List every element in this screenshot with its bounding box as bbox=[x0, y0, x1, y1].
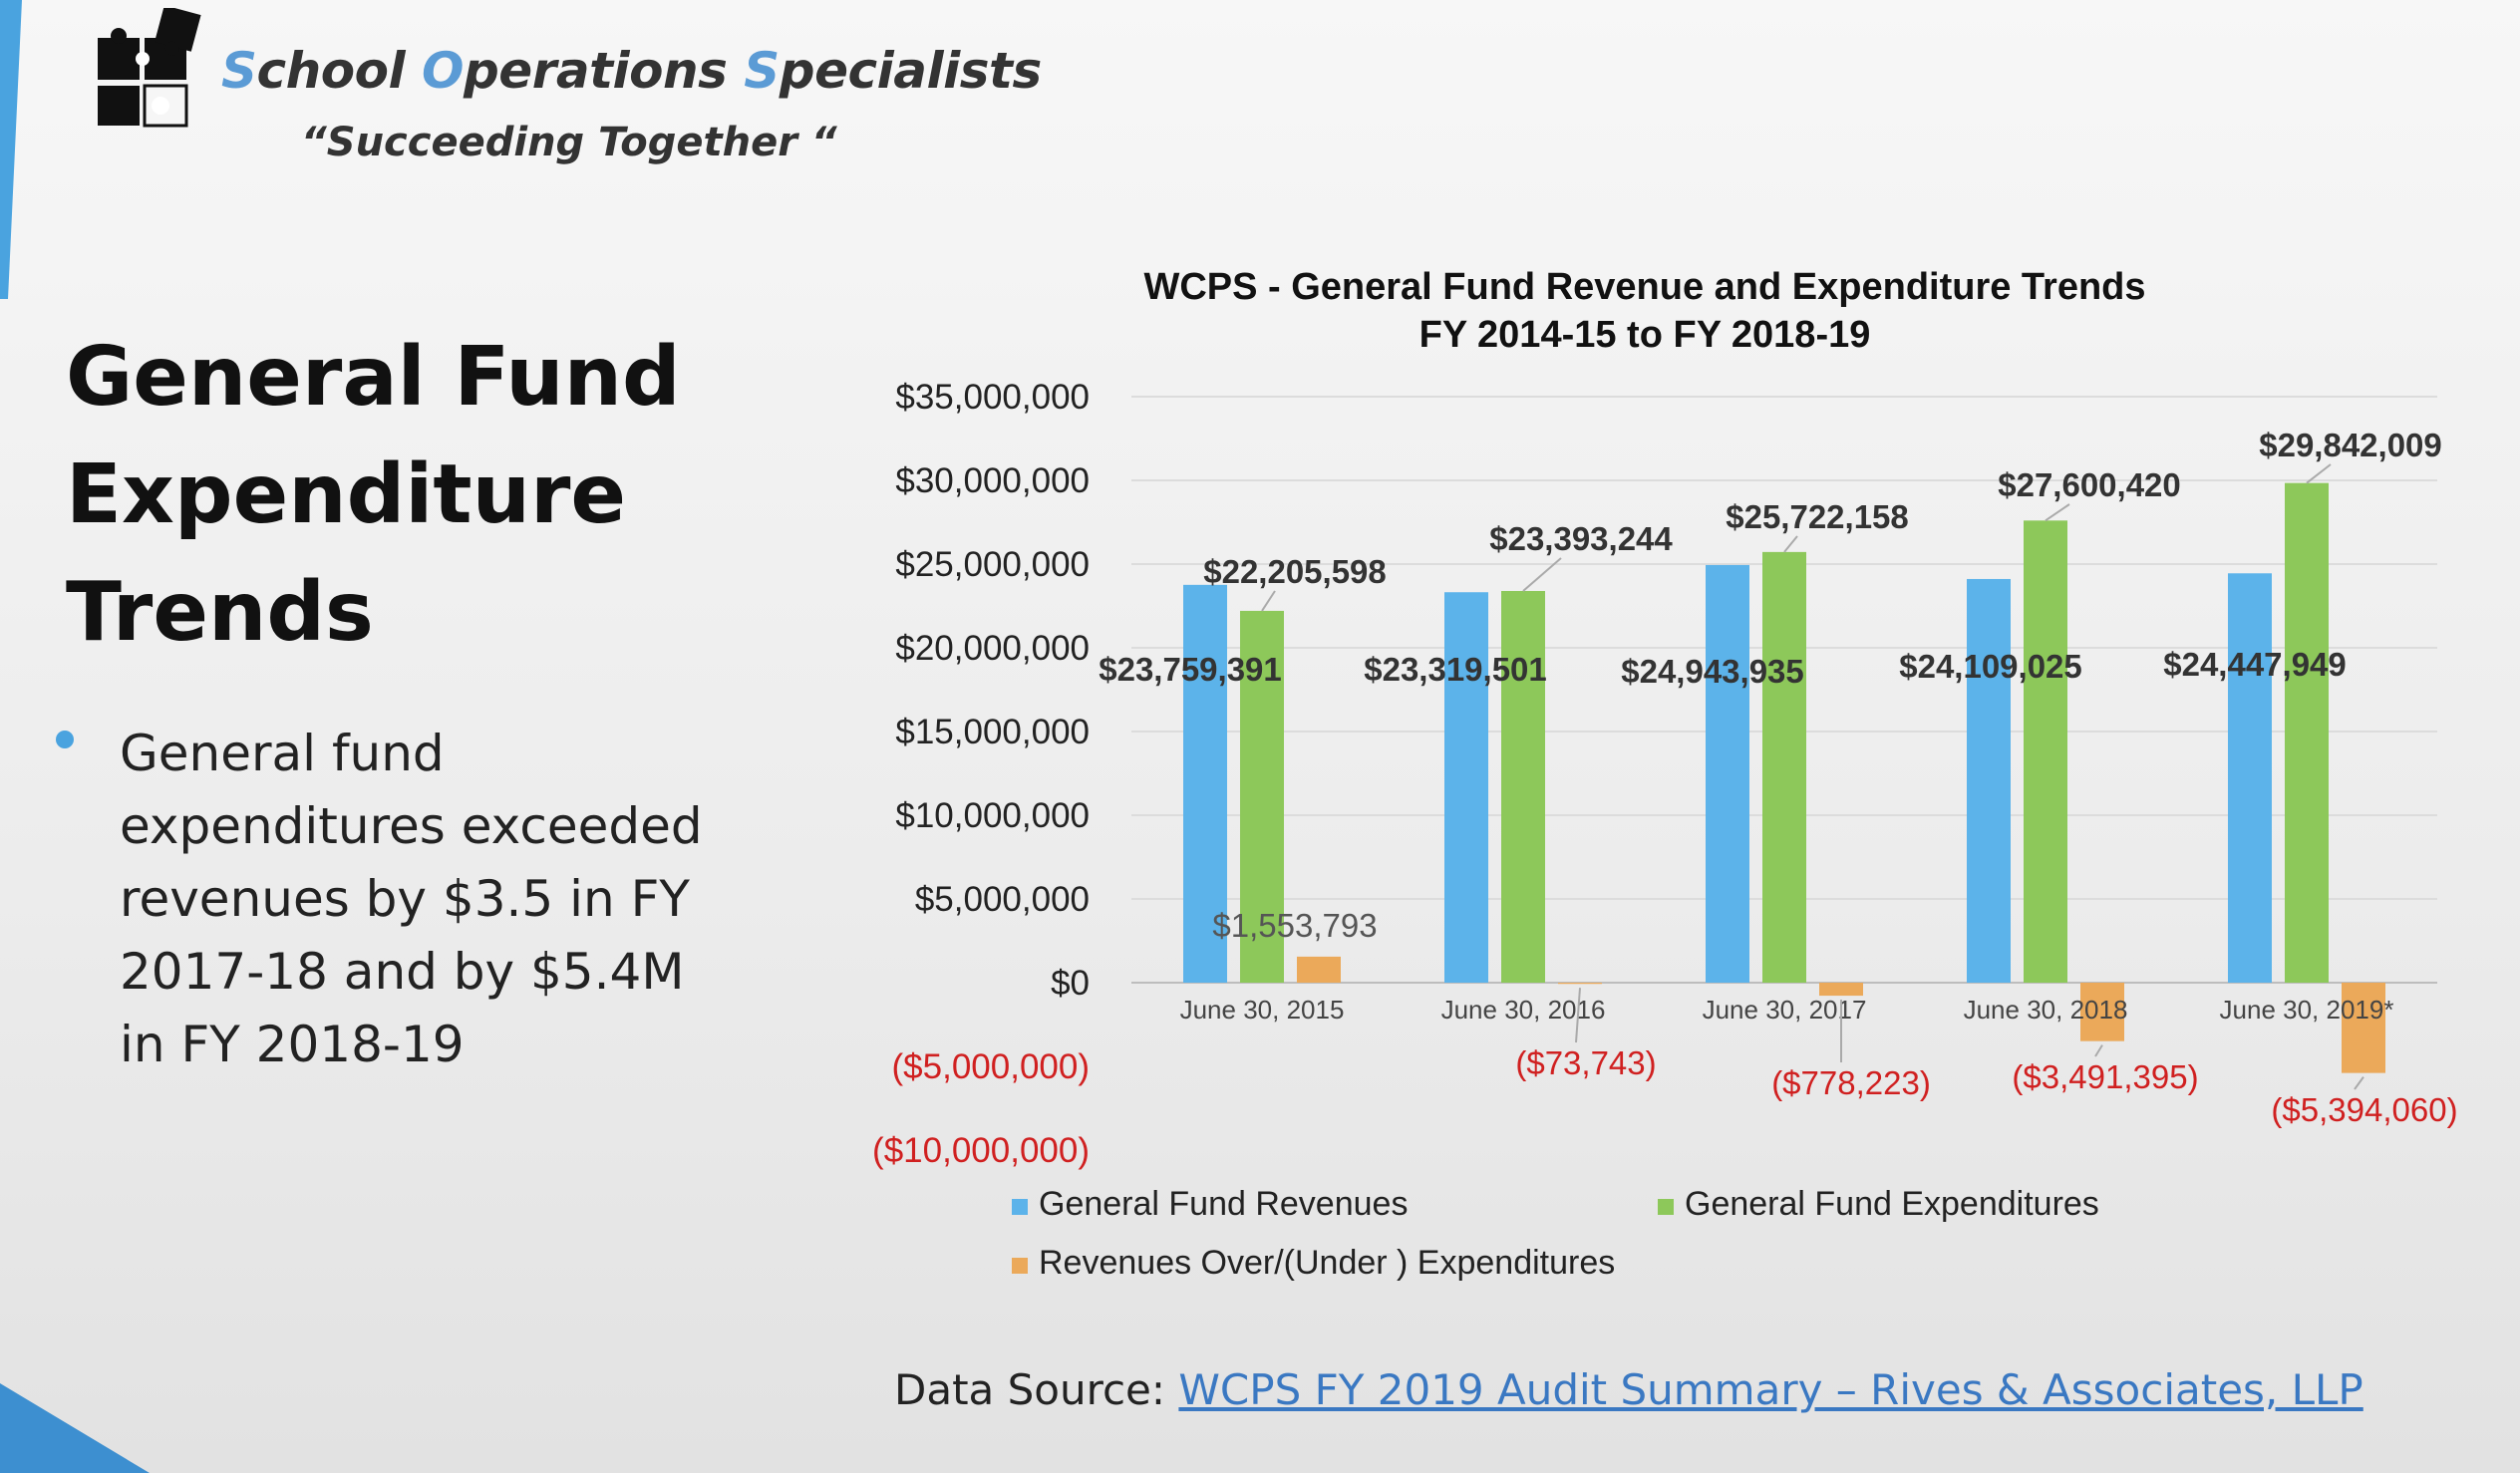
x-tick-label: June 30, 2018 bbox=[1964, 995, 2128, 1025]
bar bbox=[1706, 564, 1749, 983]
legend-swatch bbox=[1012, 1199, 1028, 1215]
y-tick-label: $35,000,000 bbox=[895, 378, 1090, 417]
bar bbox=[2342, 983, 2385, 1073]
slide-title-line: Trends bbox=[66, 565, 374, 660]
x-tick-label: June 30, 2015 bbox=[1180, 995, 1345, 1025]
data-label-expenditure: $23,393,244 bbox=[1489, 520, 1673, 557]
bar bbox=[1501, 590, 1545, 983]
data-label-revenue: $23,319,501 bbox=[1364, 651, 1547, 688]
legend-label: Revenues Over/(Under ) Expenditures bbox=[1039, 1244, 1615, 1282]
bar bbox=[1558, 983, 1602, 985]
legend-swatch bbox=[1012, 1258, 1028, 1274]
leader-line bbox=[1261, 590, 1276, 612]
data-label-revenue: $24,447,949 bbox=[2163, 646, 2347, 683]
x-tick-label: June 30, 2017 bbox=[1703, 995, 1867, 1025]
bar bbox=[1183, 584, 1227, 983]
data-label-expenditure: $22,205,598 bbox=[1203, 553, 1387, 590]
brand-name-initial: S bbox=[744, 42, 780, 100]
brand-name-word: perations bbox=[464, 42, 745, 100]
data-source-prefix: Data Source: bbox=[894, 1365, 1179, 1414]
leader-line bbox=[2094, 1044, 2103, 1057]
data-label-expenditure: $25,722,158 bbox=[1726, 498, 1909, 535]
bullet-text: General fund expenditures exceeded reven… bbox=[120, 725, 703, 1073]
data-label-revenue: $24,109,025 bbox=[1899, 648, 2082, 685]
revenue-expenditure-chart: WCPS - General Fund Revenue and Expendit… bbox=[872, 266, 2458, 1282]
data-label-difference: ($778,223) bbox=[1771, 1064, 1931, 1101]
legend-swatch bbox=[1658, 1199, 1674, 1215]
y-tick-label: ($10,000,000) bbox=[872, 1131, 1090, 1170]
data-label-revenue: $23,759,391 bbox=[1099, 651, 1282, 688]
data-label-difference: ($5,394,060) bbox=[2271, 1091, 2457, 1128]
slide-accent-top bbox=[0, 0, 22, 299]
data-source-link[interactable]: WCPS FY 2019 Audit Summary – Rives & Ass… bbox=[1178, 1365, 2363, 1414]
y-tick-label: $0 bbox=[1051, 964, 1090, 1003]
leader-line bbox=[1783, 535, 1798, 553]
slide-accent-bottom bbox=[0, 1383, 150, 1473]
brand-name-initial: O bbox=[422, 42, 465, 100]
x-tick-label: June 30, 2016 bbox=[1441, 995, 1606, 1025]
y-tick-label: $25,000,000 bbox=[895, 545, 1090, 584]
y-tick-label: $5,000,000 bbox=[915, 880, 1090, 919]
data-source: Data Source: WCPS FY 2019 Audit Summary … bbox=[894, 1365, 2363, 1414]
bar bbox=[2024, 520, 2067, 983]
slide-title: General Fund Expenditure Trends bbox=[66, 319, 684, 672]
bar bbox=[1762, 551, 1806, 983]
leader-line bbox=[1575, 988, 1581, 1043]
data-label-difference: ($3,491,395) bbox=[2012, 1058, 2198, 1095]
data-label-revenue: $24,943,935 bbox=[1621, 653, 1804, 690]
bar bbox=[1967, 578, 2011, 983]
puzzle-logo-icon bbox=[98, 8, 201, 128]
leader-line bbox=[2045, 503, 2070, 522]
brand-name-initial: S bbox=[221, 42, 257, 100]
bar bbox=[2228, 573, 2272, 983]
brand-name-word: pecialists bbox=[779, 42, 1042, 100]
chart-subtitle: FY 2014-15 to FY 2018-19 bbox=[1419, 314, 1871, 356]
data-label-difference: ($73,743) bbox=[1515, 1044, 1656, 1081]
bar bbox=[1444, 592, 1488, 983]
chart-title: WCPS - General Fund Revenue and Expendit… bbox=[1143, 266, 2145, 308]
y-tick-label: $15,000,000 bbox=[895, 713, 1090, 751]
slide-title-line: General Fund bbox=[66, 330, 681, 425]
bar bbox=[2080, 983, 2124, 1041]
data-label-difference: $1,553,793 bbox=[1212, 907, 1377, 944]
legend-label: General Fund Revenues bbox=[1039, 1185, 1408, 1223]
brand-name: School Operations Specialists bbox=[221, 42, 1042, 100]
brand-name-word: chool bbox=[256, 42, 422, 100]
data-label-expenditure: $27,600,420 bbox=[1998, 466, 2181, 503]
bar bbox=[1819, 983, 1863, 997]
bar bbox=[2285, 482, 2329, 983]
slide-title-line: Expenditure bbox=[66, 447, 627, 542]
brand-tagline: “Succeeding Together “ bbox=[301, 120, 837, 165]
data-label-expenditure: $29,842,009 bbox=[2259, 427, 2442, 463]
bullet-icon bbox=[56, 731, 74, 748]
leader-line bbox=[1522, 557, 1562, 592]
y-tick-label: $10,000,000 bbox=[895, 796, 1090, 835]
bar bbox=[1297, 956, 1341, 983]
x-tick-label: June 30, 2019* bbox=[2220, 995, 2394, 1025]
leader-line bbox=[2306, 463, 2332, 484]
y-tick-label: $20,000,000 bbox=[895, 629, 1090, 668]
leader-line bbox=[2354, 1076, 2364, 1090]
legend-label: General Fund Expenditures bbox=[1685, 1185, 2099, 1223]
bar bbox=[1240, 610, 1284, 983]
y-tick-label: ($5,000,000) bbox=[892, 1047, 1090, 1086]
y-tick-label: $30,000,000 bbox=[895, 461, 1090, 500]
